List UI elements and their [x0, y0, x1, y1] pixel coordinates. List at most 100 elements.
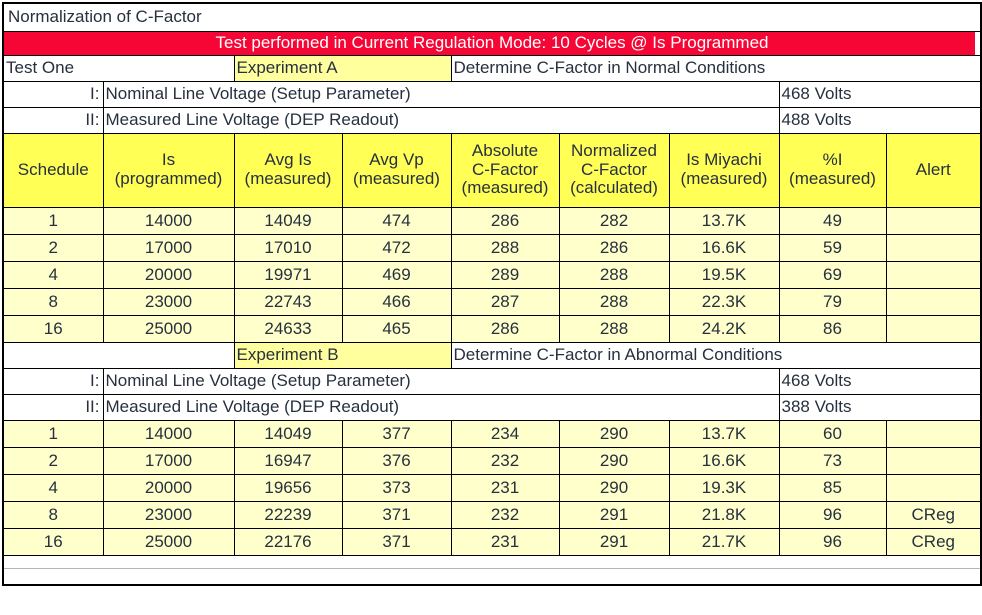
cell-pct-i: 73: [778, 446, 887, 475]
cell-abs-cf: 234: [450, 419, 560, 448]
footer-spacer-row-2: [2, 567, 982, 586]
footer-spacer-row-1: [2, 554, 982, 569]
cell-avg-vp: 465: [341, 314, 452, 343]
cell-is-programmed: 23000: [102, 500, 235, 529]
table-row: 2 17000 17010 472 288 286 16.6K 59: [2, 233, 982, 262]
experiment-b-nominal-row: I: Nominal Line Voltage (Setup Parameter…: [2, 367, 982, 395]
column-header-normalized-c-factor: Normalized C-Factor (calculated): [558, 132, 670, 208]
cell-is-programmed: 17000: [102, 446, 235, 475]
table-row: 16 25000 24633 465 286 288 24.2K 86: [2, 314, 982, 343]
table-row: 4 20000 19971 469 289 288 19.5K 69: [2, 260, 982, 289]
column-header-row: Schedule Is (programmed) Avg Is (measure…: [2, 132, 982, 208]
column-header-is-miyachi: Is Miyachi (measured): [668, 132, 780, 208]
cell-alert: [885, 314, 982, 343]
cell-is-miyachi: 22.3K: [668, 287, 780, 316]
cell-abs-cf: 232: [450, 500, 560, 529]
cell-avg-vp: 469: [341, 260, 452, 289]
cell-schedule: 4: [2, 473, 104, 502]
column-header-pct-i: %I (measured): [778, 132, 887, 208]
cell-pct-i: 60: [778, 419, 887, 448]
cell-pct-i: 96: [778, 527, 887, 556]
cell-schedule: 16: [2, 527, 104, 556]
cell-pct-i: 59: [778, 233, 887, 262]
cell-avg-vp: 377: [341, 419, 452, 448]
cell-avg-is: 17010: [233, 233, 343, 262]
cell-avg-vp: 466: [341, 287, 452, 316]
cell-avg-vp: 474: [341, 206, 452, 235]
page-title: Normalization of C-Factor: [2, 2, 982, 32]
cell-avg-vp: 472: [341, 233, 452, 262]
cell-schedule: 4: [2, 260, 104, 289]
cell-avg-is: 19971: [233, 260, 343, 289]
cell-alert: [885, 206, 982, 235]
test-label-empty: [2, 341, 235, 369]
cell-is-programmed: 17000: [102, 233, 235, 262]
cell-schedule: 8: [2, 500, 104, 529]
experiment-a-title-row: Test One Experiment A Determine C-Factor…: [2, 54, 982, 82]
cell-abs-cf: 232: [450, 446, 560, 475]
column-header-avg-is: Avg Is (measured): [233, 132, 343, 208]
cell-norm-cf: 290: [558, 473, 670, 502]
cell-norm-cf: 288: [558, 260, 670, 289]
cell-pct-i: 49: [778, 206, 887, 235]
cell-is-miyachi: 16.6K: [668, 446, 780, 475]
cell-abs-cf: 286: [450, 314, 560, 343]
cell-abs-cf: 286: [450, 206, 560, 235]
cell-avg-is: 24633: [233, 314, 343, 343]
cell-abs-cf: 288: [450, 233, 560, 262]
nominal-label: Nominal Line Voltage (Setup Parameter): [102, 80, 780, 108]
measured-label: Measured Line Voltage (DEP Readout): [102, 106, 780, 134]
cell-avg-vp: 371: [341, 527, 452, 556]
cell-avg-is: 14049: [233, 206, 343, 235]
cell-is-miyachi: 13.7K: [668, 206, 780, 235]
measured-index: II:: [2, 106, 104, 134]
cell-is-miyachi: 13.7K: [668, 419, 780, 448]
cell-norm-cf: 291: [558, 500, 670, 529]
cell-norm-cf: 282: [558, 206, 670, 235]
cell-alert: CReg: [885, 500, 982, 529]
test-mode-banner: Test performed in Current Regulation Mod…: [1, 30, 982, 56]
table-row: 1 14000 14049 377 234 290 13.7K 60: [2, 419, 982, 448]
banner-row: Test performed in Current Regulation Mod…: [1, 30, 982, 56]
table-row: 8 23000 22743 466 287 288 22.3K 79: [2, 287, 982, 316]
cell-abs-cf: 289: [450, 260, 560, 289]
footer-spacer-cell: [2, 567, 982, 586]
cell-schedule: 2: [2, 446, 104, 475]
cell-pct-i: 79: [778, 287, 887, 316]
measured-index: II:: [2, 393, 104, 421]
nominal-index: I:: [2, 80, 104, 108]
table-row: 8 23000 22239 371 232 291 21.8K 96 CReg: [2, 500, 982, 529]
cell-abs-cf: 231: [450, 473, 560, 502]
title-row: Normalization of C-Factor: [2, 2, 982, 32]
cell-alert: [885, 419, 982, 448]
cell-schedule: 8: [2, 287, 104, 316]
cell-pct-i: 69: [778, 260, 887, 289]
cell-abs-cf: 231: [450, 527, 560, 556]
cell-avg-is: 19656: [233, 473, 343, 502]
cell-norm-cf: 288: [558, 314, 670, 343]
cell-is-programmed: 14000: [102, 206, 235, 235]
cell-avg-is: 14049: [233, 419, 343, 448]
table-row: 4 20000 19656 373 231 290 19.3K 85: [2, 473, 982, 502]
cell-pct-i: 86: [778, 314, 887, 343]
footer-spacer-cell: [2, 554, 982, 569]
cell-is-miyachi: 21.7K: [668, 527, 780, 556]
nominal-label: Nominal Line Voltage (Setup Parameter): [102, 367, 780, 395]
cell-norm-cf: 290: [558, 446, 670, 475]
experiment-b-title-row: Experiment B Determine C-Factor in Abnor…: [2, 341, 982, 369]
cell-pct-i: 85: [778, 473, 887, 502]
experiment-b-description: Determine C-Factor in Abnormal Condition…: [450, 341, 982, 369]
experiment-b-name: Experiment B: [233, 341, 452, 369]
cell-schedule: 1: [2, 419, 104, 448]
cell-is-programmed: 14000: [102, 419, 235, 448]
table-row: 16 25000 22176 371 231 291 21.7K 96 CReg: [2, 527, 982, 556]
cell-avg-vp: 373: [341, 473, 452, 502]
cell-is-miyachi: 16.6K: [668, 233, 780, 262]
cell-is-programmed: 25000: [102, 527, 235, 556]
cell-avg-is: 22743: [233, 287, 343, 316]
test-label: Test One: [2, 54, 235, 82]
column-header-avg-vp: Avg Vp (measured): [341, 132, 452, 208]
cell-norm-cf: 291: [558, 527, 670, 556]
cell-is-miyachi: 19.5K: [668, 260, 780, 289]
measured-value: 388 Volts: [778, 393, 982, 421]
